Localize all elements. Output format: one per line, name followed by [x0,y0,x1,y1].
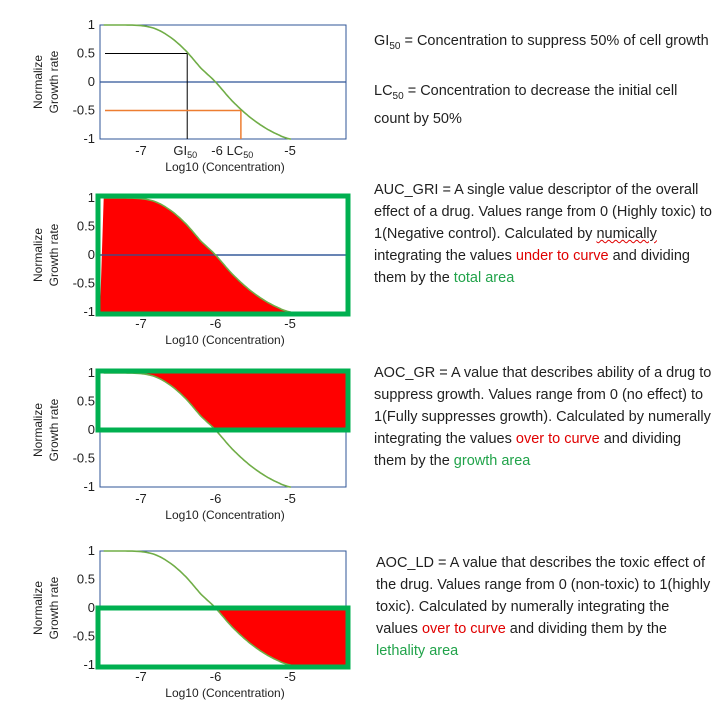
growth-fill-area [100,373,346,430]
growth-curve [103,550,291,666]
y-tick-label: -1 [83,479,95,494]
lethality-fill-area [215,608,346,665]
y-tick-label: -1 [83,304,95,319]
gi50-tick-label: GI50 [173,143,197,160]
y-tick-label: 1 [88,190,95,205]
chart-svg-2: 1 0.5 0 -0.5 -1 Normalize Growth rate -7 -6 -5Log… [31,190,351,347]
x-tick-label: -7 [135,669,147,684]
chart-svg-3: 1 0.5 0 -0.5 -1 Normalize Growth rate -7 -6 -5Log… [31,365,351,522]
lc50-tick-label: LC50 [227,143,254,160]
lc50-guide-line [105,109,242,139]
y-tick-label: -1 [83,131,95,146]
x-tick-label: -5 [284,491,296,506]
y-axis-label-line1: Normalize [31,581,45,635]
gi50-guide-line [105,53,188,139]
y-tick-label: 0.5 [77,394,95,409]
y-tick-label: 1 [88,543,95,558]
y-axis-label-line2: Growth rate [47,398,61,461]
x-axis-label: Log10 (Concentration) [165,333,284,347]
y-tick-label: 0.5 [77,46,95,61]
aoc-ld-description: AOC_LD = A value that describes the toxi… [376,555,711,659]
y-axis-label-line1: Normalize [31,55,45,109]
gi50-lc50-chart: 1 0.5 0 -0.5 -1 Normalize Growth rate Log10 (Co… [0,10,360,188]
y-tick-label: -0.5 [73,276,95,291]
y-tick-label: 0 [88,422,95,437]
aoc-ld-chart: 1 0.5 0 -0.5 -1 Normalize Growth rate -7 -6 -5 Log… [0,536,360,714]
chart-svg-4: 1 0.5 0 -0.5 -1 Normalize Growth rate -7 -6 -5Log… [31,543,351,700]
y-axis-label-line2: Growth rate [47,50,61,113]
gi50-lc50-description: GI50 = Concentration to suppress 50% of … [374,30,714,130]
y-tick-label: 0 [88,600,95,615]
y-tick-label: 0.5 [77,572,95,587]
y-tick-label: 0 [88,247,95,262]
y-axis-label-line1: Normalize [31,403,45,457]
aoc-gr-chart: 1 0.5 0 -0.5 -1 Normalize Growth rate -7 -6 -5 Log… [0,358,360,536]
growth-curve [103,372,291,488]
auc-gri-description: AUC_GRI = A single value descriptor of t… [374,182,712,286]
y-tick-label: -0.5 [73,103,95,118]
x-tick-label: -5 [284,669,296,684]
growth-curve [103,197,291,313]
auc-gri-chart: 1 0.5 0 -0.5 -1 Normalize Growth rate -7 -6 -5 Log… [0,183,360,361]
x-axis-label: Log10 (Concentration) [165,686,284,700]
y-tick-label: -0.5 [73,629,95,644]
y-axis-label-line1: Normalize [31,228,45,282]
y-tick-label: 0 [88,74,95,89]
x-tick-label: -7 [135,316,147,331]
growth-area-box [95,368,351,433]
lc50-definition: LC50 = Concentration to decrease the ini… [374,82,678,127]
x-tick-label: -5 [284,143,296,158]
y-axis-label-line2: Growth rate [47,223,61,286]
x-tick-label: -7 [135,143,147,158]
y-tick-label: 1 [88,17,95,32]
x-tick-label: -6 [210,316,222,331]
y-tick-label: 1 [88,365,95,380]
x-tick-label: -7 [135,491,147,506]
growth-curve [103,24,291,140]
x-axis-label: Log10 (Concentration) [165,160,284,174]
y-tick-label: -1 [83,657,95,672]
gi50-definition: GI50 = Concentration to suppress 50% of … [374,33,709,52]
x-tick-label: -6 [210,491,222,506]
x-axis-label: Log10 (Concentration) [165,508,284,522]
y-tick-label: 0.5 [77,219,95,234]
total-area-box [95,193,351,317]
x-tick-label: -6 [210,669,222,684]
aoc-gr-description: AOC_GR = A value that describes ability … [374,365,712,469]
y-axis-label-line2: Growth rate [47,576,61,639]
mid-tick-label: -6 [211,143,223,158]
x-tick-label: -5 [284,316,296,331]
lethality-area-box [95,605,351,670]
y-tick-label: -0.5 [73,451,95,466]
chart-svg-1: 1 0.5 0 -0.5 -1 Normalize Growth rate Log10 (Co… [31,17,347,174]
